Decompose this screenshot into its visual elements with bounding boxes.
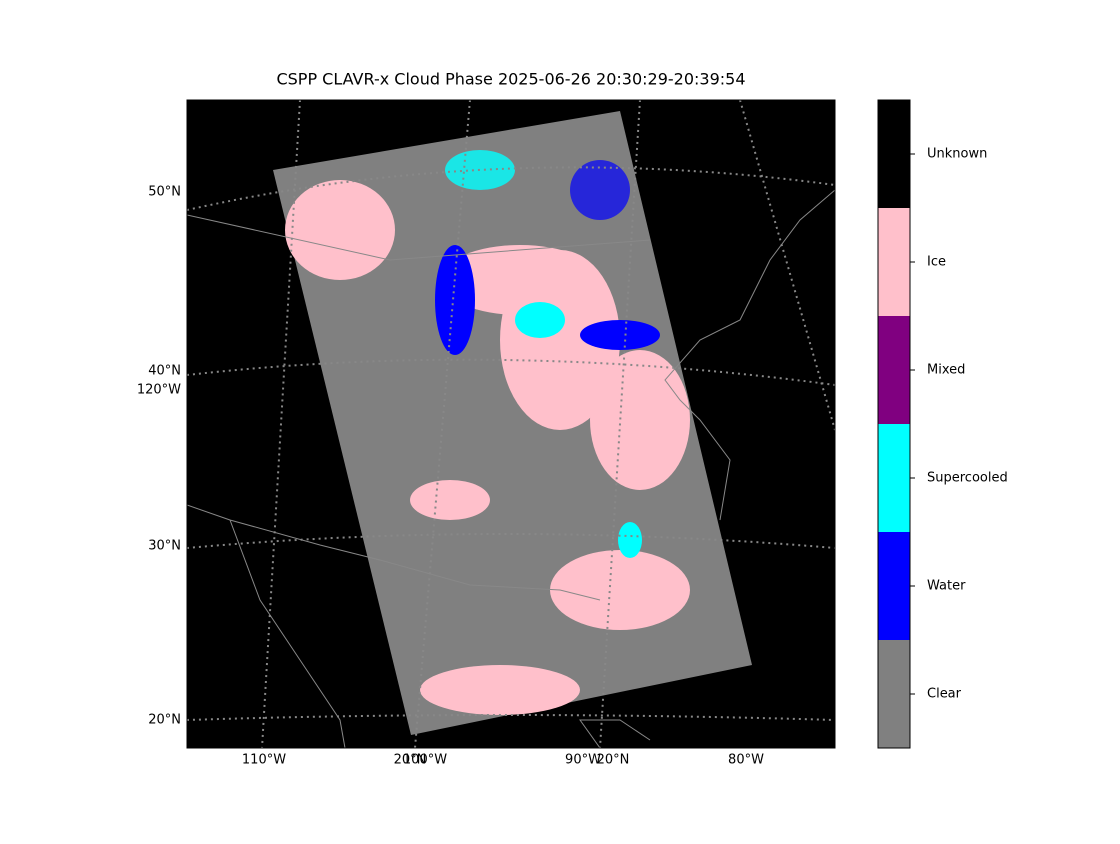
colorbar-label: Ice <box>927 255 946 270</box>
map-frame <box>186 99 836 749</box>
colorbar-segment <box>878 640 910 748</box>
colorbar-frame <box>877 99 911 749</box>
graticule <box>187 100 835 748</box>
lon-label: 80°W <box>728 753 764 768</box>
lat-label: 50°N <box>148 185 181 200</box>
lon-label: 110°W <box>242 753 286 768</box>
title: CSPP CLAVR-x Cloud Phase 2025-06-26 20:3… <box>276 70 745 89</box>
colorbar-label: Mixed <box>927 363 965 378</box>
colorbar-label: Unknown <box>927 147 987 162</box>
colorbar-label: Clear <box>927 687 962 702</box>
lat-label: 20°N <box>148 713 181 728</box>
lat-label: 120°W <box>137 383 181 398</box>
map-content <box>187 100 835 748</box>
colorbar-segment <box>878 316 910 424</box>
colorbar-label: Water <box>927 579 966 594</box>
lat-label: 40°N <box>148 364 181 379</box>
lon-label: 100°W <box>403 753 447 768</box>
cloud-blobs <box>285 150 690 715</box>
lat-label: 30°N <box>148 539 181 554</box>
lon-label: 20°N <box>394 753 427 768</box>
colorbar-segment <box>878 208 910 316</box>
colorbar-segment <box>878 100 910 208</box>
coastlines <box>187 189 835 748</box>
colorbar-segment <box>878 532 910 640</box>
colorbar-label: Supercooled <box>927 471 1008 486</box>
lon-label: 90°W <box>565 753 601 768</box>
colorbar-segment <box>878 424 910 532</box>
lon-label: 20°N <box>597 753 630 768</box>
